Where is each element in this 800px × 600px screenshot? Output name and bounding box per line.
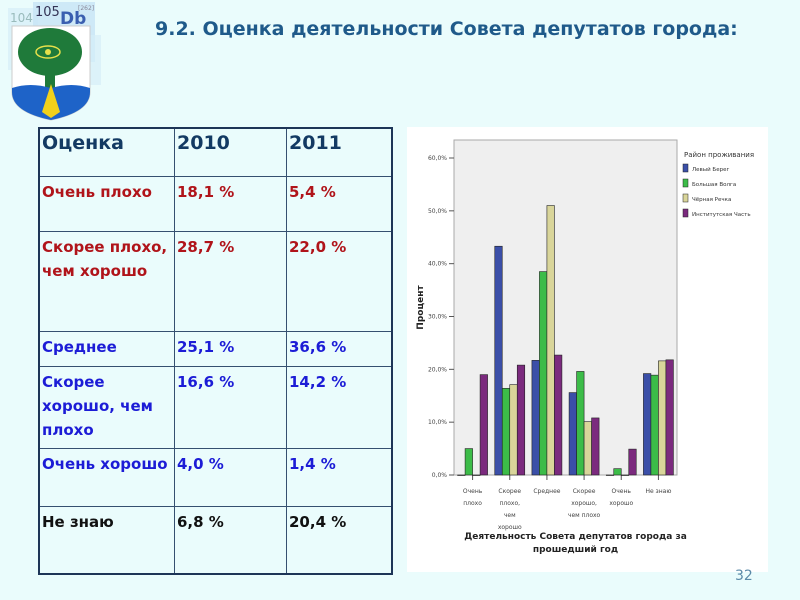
- value-2011: 5,4 %: [286, 175, 393, 232]
- value-2011: 20,4 %: [286, 505, 393, 575]
- x-tick-label: Скорее: [498, 488, 521, 495]
- ratings-table: Оценка 2010 2011 Очень плохо 18,1 % 5,4 …: [38, 127, 393, 575]
- svg-text:104: 104: [10, 11, 33, 25]
- value-2011: 36,6 %: [286, 330, 393, 367]
- table-row: Очень хорошо 4,0 % 1,4 %: [38, 447, 393, 507]
- bar: [516, 364, 526, 476]
- bar: [554, 354, 563, 476]
- bar: [501, 388, 511, 476]
- x-tick-label: Среднее: [533, 488, 560, 495]
- header-rating: Оценка: [38, 127, 175, 177]
- bar: [539, 271, 548, 476]
- bar: [457, 474, 466, 476]
- bar: [658, 360, 667, 476]
- x-tick-label: чем: [504, 512, 516, 519]
- legend-swatch: [682, 178, 689, 188]
- bar: [576, 371, 585, 476]
- legend-swatch: [682, 208, 689, 218]
- header-2011: 2011: [286, 127, 393, 177]
- bar: [665, 359, 674, 476]
- legend-swatch: [682, 163, 689, 173]
- value-2011: 22,0 %: [286, 230, 393, 332]
- x-axis-label-line1: Деятельность Совета депутатов города за: [464, 532, 687, 542]
- plot-area: [453, 139, 678, 476]
- y-tick-label: 40,0%: [428, 261, 447, 268]
- city-coat-of-arms-logo: 104 105 Db [262]: [8, 2, 101, 121]
- x-tick-label: Очень: [612, 488, 632, 495]
- x-tick-label: хорошо,: [571, 500, 597, 507]
- value-2010: 18,1 %: [174, 175, 287, 232]
- row-label: Не знаю: [38, 505, 175, 575]
- bar: [472, 474, 481, 476]
- legend-label: Большая Волга: [692, 182, 736, 188]
- bar: [464, 448, 473, 476]
- value-2010: 4,0 %: [174, 447, 287, 507]
- row-label: Среднее: [38, 330, 175, 367]
- bar: [568, 392, 577, 476]
- value-2010: 6,8 %: [174, 505, 287, 575]
- bar: [591, 417, 600, 476]
- table-row: Скорее плохо, чем хорошо 28,7 % 22,0 %: [38, 230, 393, 332]
- table-header-row: Оценка 2010 2011: [38, 127, 393, 177]
- legend-label: Институтская Часть: [692, 212, 751, 218]
- x-tick-label: Не знаю: [645, 488, 671, 495]
- bar: [605, 474, 615, 476]
- legend-title: Район проживания: [684, 151, 754, 159]
- x-axis-label-line2: прошедший год: [533, 545, 618, 555]
- bar: [650, 374, 659, 476]
- bar: [620, 474, 630, 476]
- y-tick-label: 20,0%: [428, 366, 447, 373]
- bar: [509, 384, 518, 476]
- y-axis-label: Процент: [416, 285, 426, 330]
- table-row: Не знаю 6,8 % 20,4 %: [38, 505, 393, 575]
- value-2010: 16,6 %: [174, 365, 287, 449]
- x-tick-label: хорошо: [609, 500, 633, 507]
- table-row: Очень плохо 18,1 % 5,4 %: [38, 175, 393, 232]
- y-tick-label: 10,0%: [428, 419, 447, 426]
- value-2011: 14,2 %: [286, 365, 393, 449]
- bar: [613, 468, 622, 476]
- row-label: Скорее плохо, чем хорошо: [38, 230, 175, 332]
- x-tick-label: чем плохо: [568, 512, 601, 519]
- y-tick-label: 0,0%: [432, 472, 448, 479]
- value-2010: 25,1 %: [174, 330, 287, 367]
- bar: [494, 245, 503, 476]
- bar-chart-panel: 0,0% 10,0% 20,0% 30,0% 40,0% 50,0% 60,0% Процен…: [407, 127, 768, 572]
- bar: [583, 421, 592, 476]
- bar: [628, 448, 637, 476]
- x-tick-label: плохо: [463, 500, 482, 507]
- row-label: Очень плохо: [38, 175, 175, 232]
- y-tick-label: 50,0%: [428, 208, 447, 215]
- slide-number: 32: [735, 568, 753, 584]
- y-tick-label: 60,0%: [428, 155, 447, 162]
- svg-text:Db: Db: [60, 9, 86, 29]
- bar: [479, 374, 488, 476]
- x-tick-label: хорошо: [498, 524, 522, 531]
- table-row: Скорее хорошо, чем плохо 16,6 % 14,2 %: [38, 365, 393, 449]
- value-2011: 1,4 %: [286, 447, 393, 507]
- x-tick-label: Скорее: [573, 488, 596, 495]
- slide-title: 9.2. Оценка деятельности Совета депутато…: [155, 18, 738, 40]
- header-2010: 2010: [174, 127, 287, 177]
- x-tick-label: Очень: [463, 488, 483, 495]
- value-2010: 28,7 %: [174, 230, 287, 332]
- bar-chart: 0,0% 10,0% 20,0% 30,0% 40,0% 50,0% 60,0% Процен…: [416, 139, 754, 555]
- legend-label: Левый Берег: [692, 166, 729, 173]
- legend-label: Чёрная Речка: [692, 197, 731, 203]
- y-tick-label: 30,0%: [428, 314, 447, 321]
- bar: [643, 373, 652, 476]
- legend-swatch: [682, 193, 689, 203]
- bar: [546, 205, 555, 476]
- x-tick-label: плохо,: [499, 500, 520, 507]
- table-row: Среднее 25,1 % 36,6 %: [38, 330, 393, 367]
- svg-text:105: 105: [35, 5, 60, 20]
- bar: [531, 360, 540, 476]
- row-label: Скорее хорошо, чем плохо: [38, 365, 175, 449]
- row-label: Очень хорошо: [38, 447, 175, 507]
- svg-text:[262]: [262]: [78, 5, 94, 12]
